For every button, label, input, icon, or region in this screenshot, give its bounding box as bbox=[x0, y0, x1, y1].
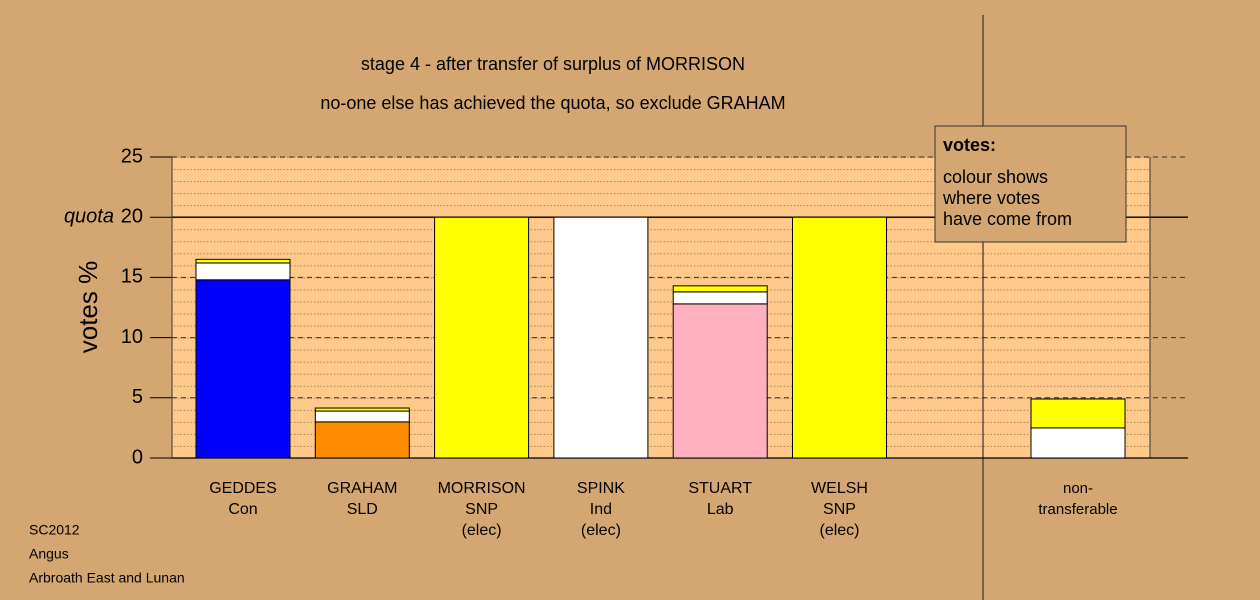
bar-segment bbox=[314, 421, 410, 459]
y-tick-label: 10 bbox=[121, 326, 143, 348]
bar-segment bbox=[672, 291, 768, 305]
bar-segment bbox=[672, 285, 768, 293]
bar-segment bbox=[195, 258, 291, 264]
x-tick-label: Con bbox=[228, 501, 257, 518]
y-tick-label: 5 bbox=[132, 386, 143, 408]
bar-segment bbox=[1030, 398, 1126, 429]
x-tick-label: (elec) bbox=[581, 522, 621, 539]
x-tick-label: transferable bbox=[1038, 501, 1117, 518]
note-title: votes: bbox=[943, 135, 996, 155]
y-tick-label: 25 bbox=[121, 145, 143, 167]
y-tick-label: 20 bbox=[121, 205, 143, 227]
x-tick-label: STUART bbox=[688, 480, 752, 497]
y-axis-label: votes % bbox=[73, 261, 103, 354]
bar-segment bbox=[672, 303, 768, 459]
x-tick-label: SPINK bbox=[577, 480, 625, 497]
y-tick-label: 0 bbox=[132, 446, 143, 468]
chart-subtitle: no-one else has achieved the quota, so e… bbox=[320, 93, 785, 113]
x-tick-label: Ind bbox=[590, 501, 612, 518]
quota-label: quota bbox=[64, 205, 114, 227]
x-tick-label: (elec) bbox=[462, 522, 502, 539]
note-line: where votes bbox=[942, 188, 1040, 208]
bar-segment bbox=[553, 216, 649, 459]
bar-segment bbox=[792, 216, 887, 459]
x-tick-label: SLD bbox=[347, 501, 378, 518]
x-tick-label: SNP bbox=[823, 501, 856, 518]
chart-title: stage 4 - after transfer of surplus of M… bbox=[361, 54, 745, 74]
x-tick-label: non- bbox=[1063, 480, 1093, 497]
x-tick-label: Lab bbox=[707, 501, 734, 518]
bar-segment bbox=[314, 410, 410, 423]
note-line: colour shows bbox=[943, 167, 1048, 187]
x-tick-label: (elec) bbox=[819, 522, 859, 539]
footer-line: Angus bbox=[29, 546, 69, 562]
footer-line: SC2012 bbox=[29, 522, 80, 538]
x-tick-label: GEDDES bbox=[209, 480, 277, 497]
x-tick-label: MORRISON bbox=[438, 480, 526, 497]
note-line: have come from bbox=[943, 209, 1072, 229]
note-box bbox=[934, 125, 1127, 243]
x-tick-label: WELSH bbox=[811, 480, 868, 497]
bar-segment bbox=[314, 407, 410, 412]
bar-segment bbox=[434, 216, 530, 459]
y-tick-label: 15 bbox=[121, 266, 143, 288]
x-tick-label: GRAHAM bbox=[327, 480, 397, 497]
footer-line: Arbroath East and Lunan bbox=[29, 570, 185, 586]
bar-segment bbox=[195, 279, 291, 459]
x-tick-label: SNP bbox=[465, 501, 498, 518]
bar-segment bbox=[1030, 427, 1126, 459]
bar-segment bbox=[195, 262, 291, 281]
